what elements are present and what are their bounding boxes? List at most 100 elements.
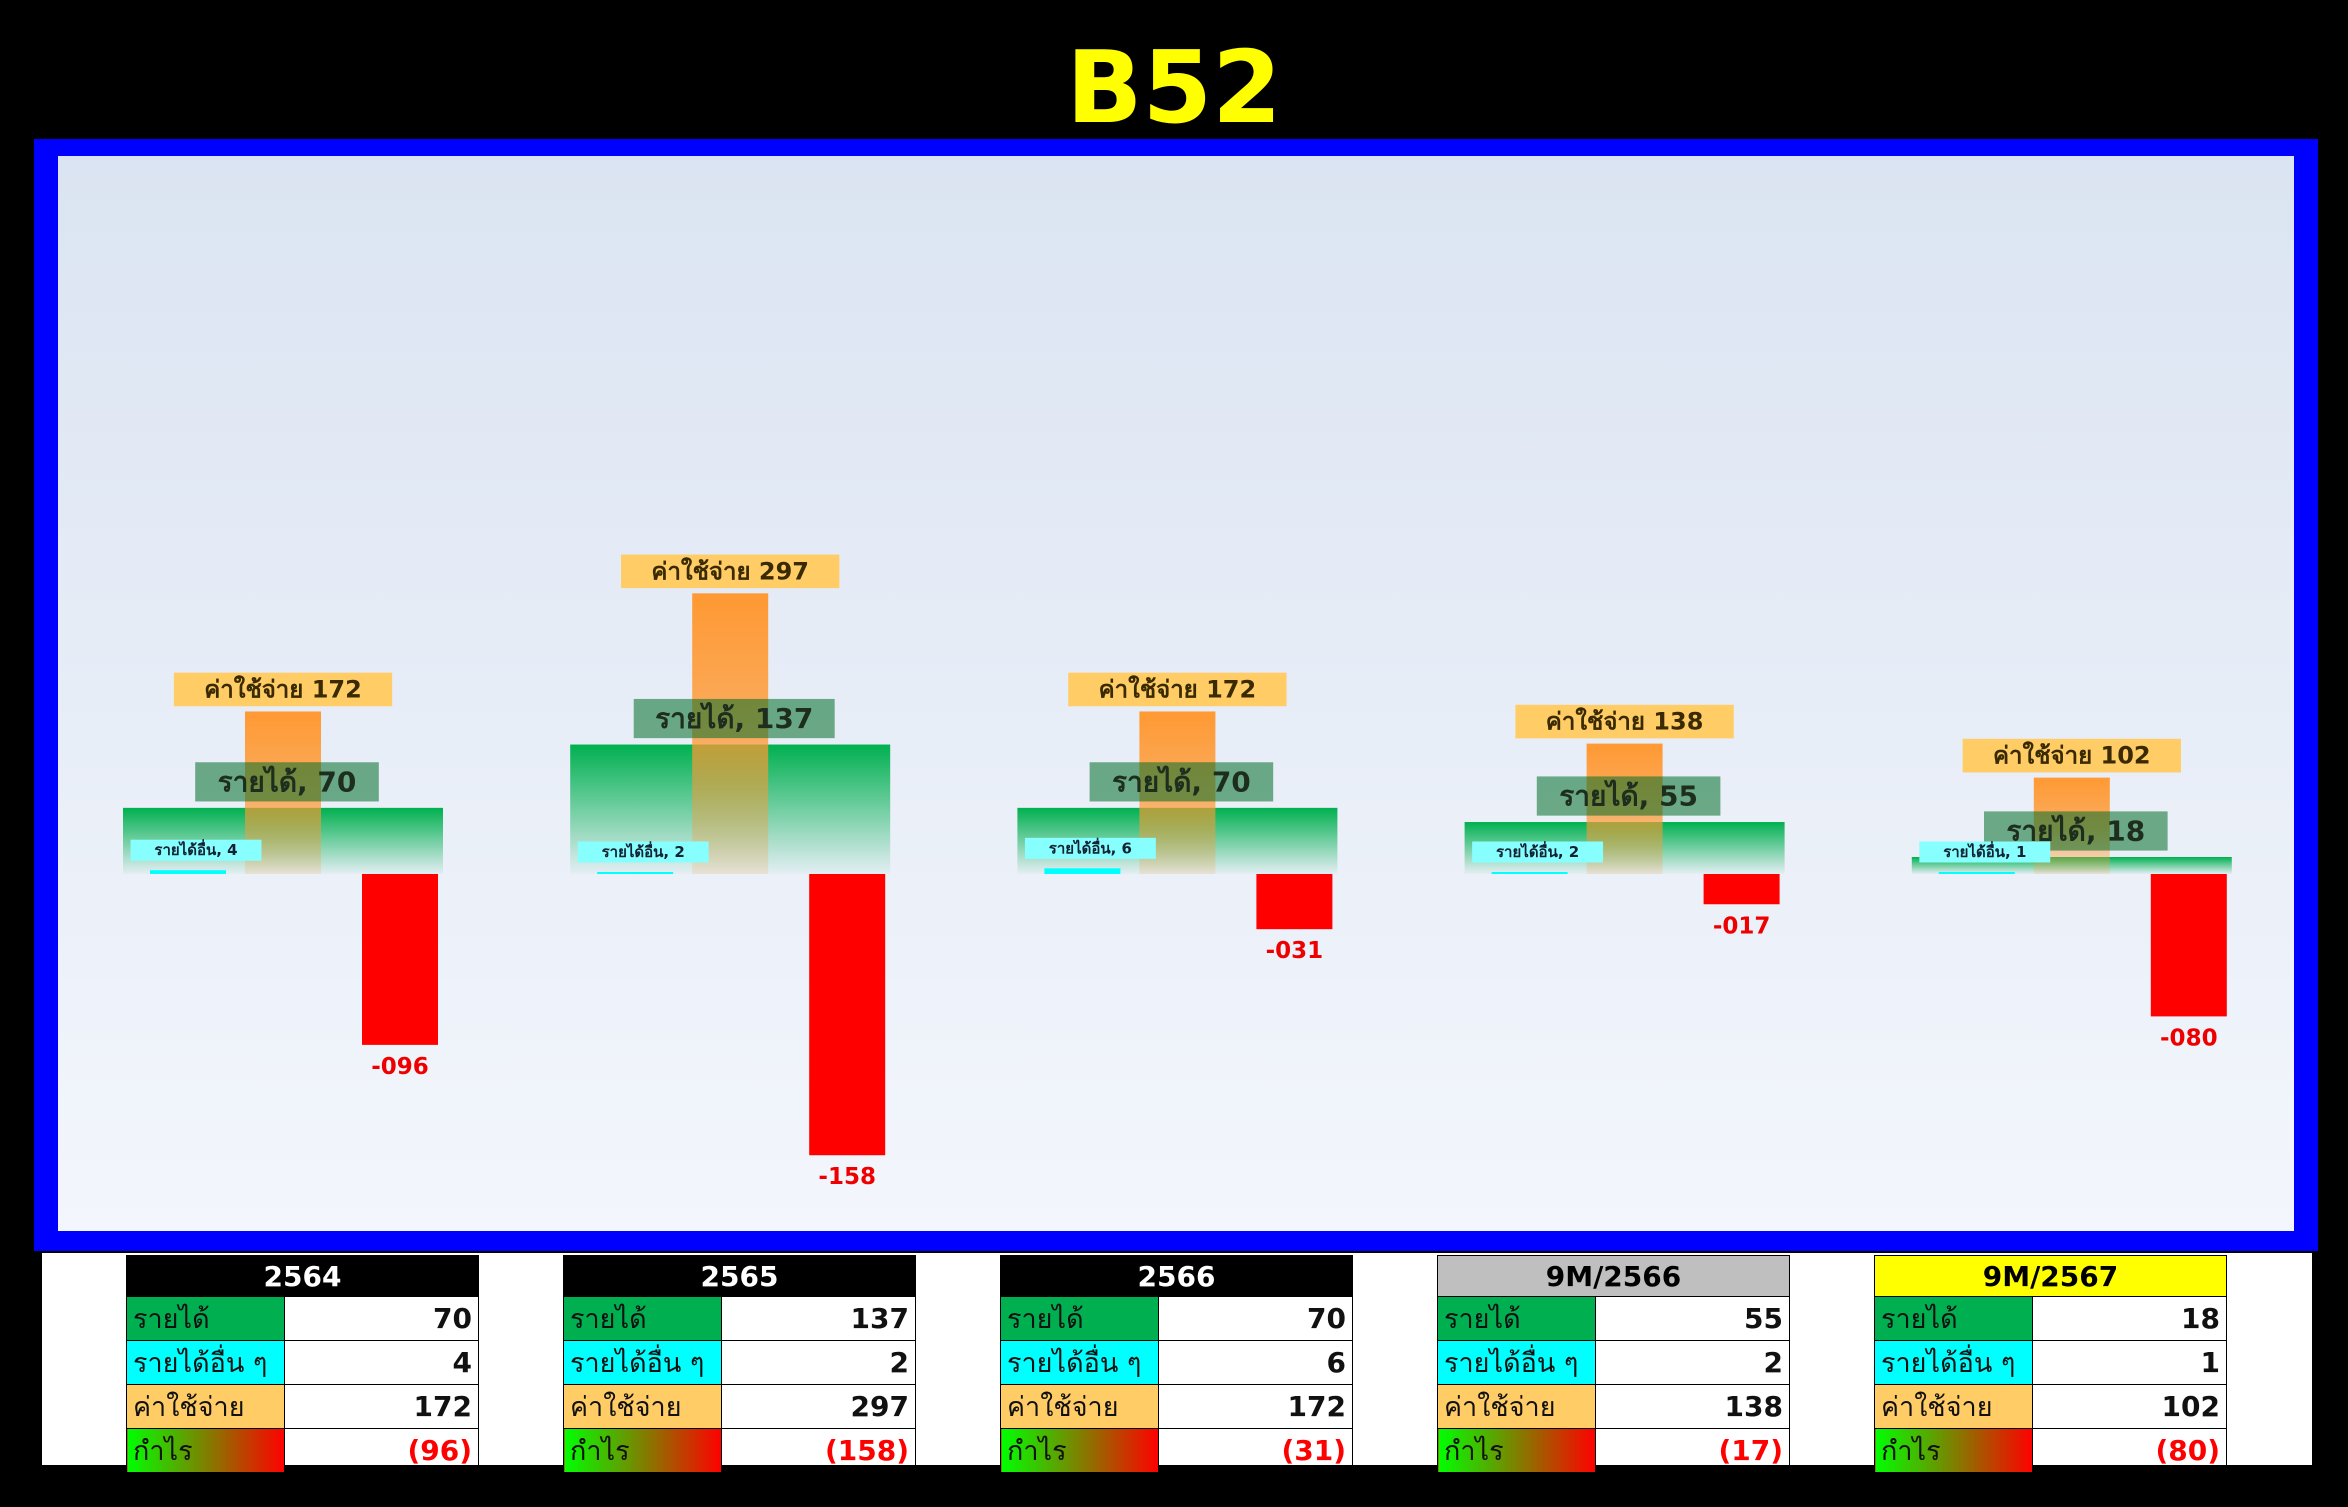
summary-table: 9M/2566 รายได้ 55 รายได้อื่น ๆ 2 ค่าใช้จ่าย 13… (1437, 1255, 1790, 1473)
row-label: ค่าใช้จ่าย (1437, 1384, 1596, 1429)
svg-text:-096: -096 (371, 1054, 429, 1080)
other-income-bar (150, 870, 226, 874)
row-label: รายได้อื่น ๆ (1000, 1340, 1159, 1385)
table-row: รายได้ 55 (1437, 1296, 1790, 1341)
row-label: รายได้ (126, 1296, 285, 1341)
row-value: 4 (284, 1340, 479, 1385)
svg-text:รายได้, 70: รายได้, 70 (1112, 765, 1251, 798)
svg-text:ค่าใช้จ่าย 102: ค่าใช้จ่าย 102 (1993, 741, 2151, 770)
other-income-data-label: รายได้อื่น, 1 (1919, 841, 2051, 863)
svg-text:รายได้, 55: รายได้, 55 (1559, 780, 1698, 813)
table-row: รายได้ 70 (1000, 1296, 1353, 1341)
other-income-data-label: รายได้อื่น, 2 (1472, 841, 1604, 863)
row-value: (158) (721, 1428, 916, 1473)
table-row: ค่าใช้จ่าย 102 (1874, 1384, 2227, 1429)
row-label: รายได้อื่น ๆ (1437, 1340, 1596, 1385)
svg-text:รายได้อื่น, 6: รายได้อื่น, 6 (1049, 837, 1132, 857)
table-row: กำไร (80) (1874, 1428, 2227, 1473)
svg-text:-031: -031 (1266, 938, 1324, 964)
row-label: กำไร (563, 1428, 722, 1473)
profit-bar (809, 874, 886, 1156)
row-label: รายได้อื่น ๆ (1874, 1340, 2033, 1385)
other-income-bar (1491, 872, 1568, 874)
profit-bar (362, 874, 438, 1045)
revenue-data-label: รายได้, 55 (1536, 776, 1721, 816)
row-value: 102 (2032, 1384, 2227, 1429)
expense-data-label: ค่าใช้จ่าย 138 (1515, 704, 1734, 739)
revenue-data-label: รายได้, 137 (633, 698, 835, 739)
row-label: รายได้ (1437, 1296, 1596, 1341)
svg-text:ค่าใช้จ่าย 297: ค่าใช้จ่าย 297 (651, 556, 809, 585)
expense-data-label: ค่าใช้จ่าย 172 (1068, 672, 1287, 707)
row-value: 18 (2032, 1296, 2227, 1341)
profit-data-label: -031 (1266, 938, 1324, 964)
row-value: 2 (1595, 1340, 1790, 1385)
row-value: (17) (1595, 1428, 1790, 1473)
svg-text:-158: -158 (818, 1164, 876, 1190)
table-row: กำไร (17) (1437, 1428, 1790, 1473)
table-header-year: 2564 (126, 1255, 479, 1297)
expense-data-label: ค่าใช้จ่าย 297 (621, 554, 840, 589)
summary-table: 2565 รายได้ 137 รายได้อื่น ๆ 2 ค่าใช้จ่าย 297 ก… (563, 1255, 916, 1473)
svg-text:ค่าใช้จ่าย 138: ค่าใช้จ่าย 138 (1546, 707, 1704, 736)
row-label: กำไร (1874, 1428, 2033, 1473)
row-label: ค่าใช้จ่าย (1874, 1384, 2033, 1429)
svg-text:-080: -080 (2160, 1025, 2218, 1051)
profit-bar (1703, 874, 1780, 905)
table-row: กำไร (158) (563, 1428, 916, 1473)
row-value: 172 (1158, 1384, 1353, 1429)
svg-text:รายได้อื่น, 2: รายได้อื่น, 2 (602, 841, 685, 861)
svg-text:รายได้, 137: รายได้, 137 (655, 702, 813, 735)
table-row: ค่าใช้จ่าย 172 (126, 1384, 479, 1429)
summary-table: 2564 รายได้ 70 รายได้อื่น ๆ 4 ค่าใช้จ่าย 172 กำ… (126, 1255, 479, 1473)
profit-data-label: -080 (2160, 1025, 2218, 1051)
table-header-year: 9M/2566 (1437, 1255, 1790, 1297)
profit-data-label: -158 (818, 1164, 876, 1190)
row-label: ค่าใช้จ่าย (563, 1384, 722, 1429)
summary-table: 2566 รายได้ 70 รายได้อื่น ๆ 6 ค่าใช้จ่าย 172 กำ… (1000, 1255, 1353, 1473)
row-value: 2 (721, 1340, 916, 1385)
summary-tables: 2564 รายได้ 70 รายได้อื่น ๆ 4 ค่าใช้จ่าย 172 กำ… (42, 1253, 2312, 1473)
row-value: 172 (284, 1384, 479, 1429)
expense-data-label: ค่าใช้จ่าย 172 (173, 672, 393, 707)
expense-data-label: ค่าใช้จ่าย 102 (1962, 738, 2181, 773)
other-income-data-label: รายได้อื่น, 2 (577, 841, 709, 863)
row-label: ค่าใช้จ่าย (1000, 1384, 1159, 1429)
svg-text:ค่าใช้จ่าย 172: ค่าใช้จ่าย 172 (1099, 674, 1257, 703)
row-value: 138 (1595, 1384, 1790, 1429)
other-income-data-label: รายได้อื่น, 6 (1024, 837, 1156, 859)
row-value: 6 (1158, 1340, 1353, 1385)
revenue-data-label: รายได้, 70 (195, 762, 379, 802)
revenue-data-label: รายได้, 70 (1089, 762, 1274, 802)
profit-data-label: -096 (371, 1054, 429, 1080)
chart-plot: ค่าใช้จ่าย 172 รายได้, 70 รายได้อื่น, 4 -09… (58, 156, 2294, 1231)
row-label: รายได้ (563, 1296, 722, 1341)
summary-table: 9M/2567 รายได้ 18 รายได้อื่น ๆ 1 ค่าใช้จ่าย 10… (1874, 1255, 2227, 1473)
table-row: รายได้ 70 (126, 1296, 479, 1341)
row-value: 1 (2032, 1340, 2227, 1385)
row-label: กำไร (1437, 1428, 1596, 1473)
table-header-year: 2565 (563, 1255, 916, 1297)
row-label: กำไร (1000, 1428, 1159, 1473)
row-value: (96) (284, 1428, 479, 1473)
row-label: รายได้ (1874, 1296, 2033, 1341)
row-value: 55 (1595, 1296, 1790, 1341)
row-value: 70 (1158, 1296, 1353, 1341)
table-row: ค่าใช้จ่าย 138 (1437, 1384, 1790, 1429)
row-label: รายได้ (1000, 1296, 1159, 1341)
other-income-bar (1938, 872, 2015, 874)
row-value: 297 (721, 1384, 916, 1429)
other-income-bar (597, 872, 674, 874)
other-income-data-label: รายได้อื่น, 4 (130, 839, 262, 861)
row-label: รายได้อื่น ๆ (563, 1340, 722, 1385)
profit-data-label: -017 (1713, 913, 1771, 939)
svg-text:รายได้, 70: รายได้, 70 (218, 765, 357, 798)
table-header-year: 2566 (1000, 1255, 1353, 1297)
svg-text:รายได้อื่น, 2: รายได้อื่น, 2 (1496, 841, 1579, 861)
chart-frame: ค่าใช้จ่าย 172 รายได้, 70 รายได้อื่น, 4 -09… (34, 139, 2318, 1251)
